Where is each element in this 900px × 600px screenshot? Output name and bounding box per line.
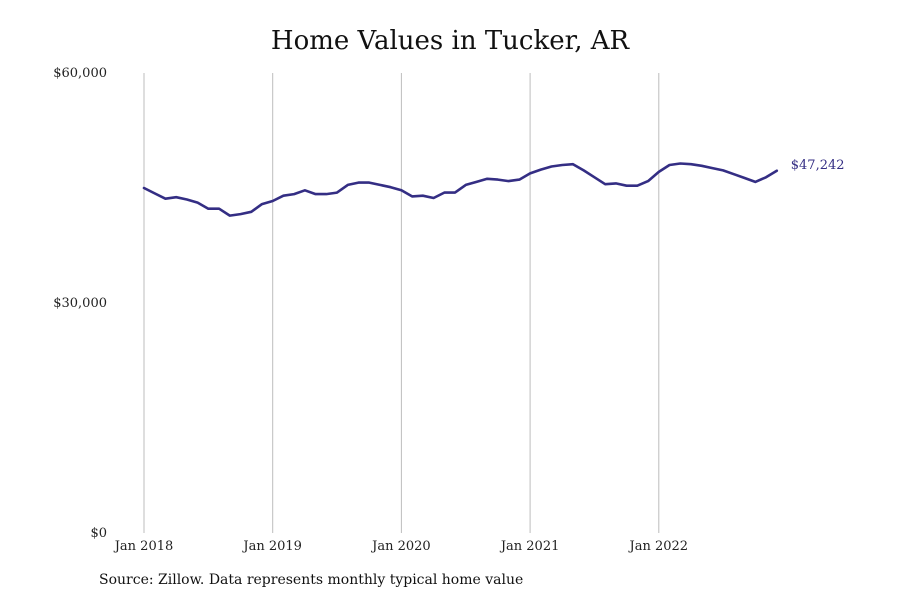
y-tick-label: $60,000 bbox=[53, 66, 107, 81]
source-note: Source: Zillow. Data represents monthly … bbox=[99, 572, 524, 588]
x-tick-label: Jan 2022 bbox=[628, 539, 689, 554]
y-tick-label: $30,000 bbox=[53, 296, 107, 311]
x-axis: Jan 2018 Jan 2019 Jan 2020 Jan 2021 Jan 2022 bbox=[113, 539, 688, 554]
y-tick-label: $0 bbox=[90, 526, 107, 541]
chart-title: Home Values in Tucker, AR bbox=[270, 26, 630, 56]
x-tick-label: Jan 2021 bbox=[499, 539, 560, 554]
y-axis: $0 $30,000 $60,000 bbox=[53, 66, 107, 541]
x-tick-label: Jan 2019 bbox=[241, 539, 302, 554]
x-tick-label: Jan 2020 bbox=[370, 539, 431, 554]
end-value-label: $47,242 bbox=[791, 158, 845, 173]
x-tick-label: Jan 2018 bbox=[113, 539, 174, 554]
series-line bbox=[142, 162, 779, 217]
gridlines bbox=[143, 73, 660, 533]
